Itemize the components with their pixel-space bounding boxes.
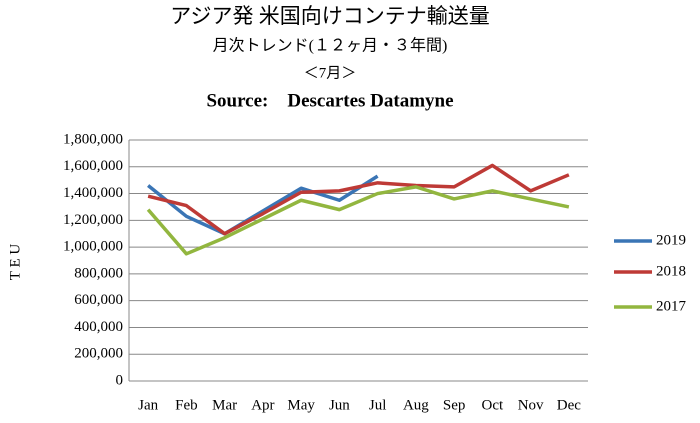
- y-tick-label: 1,600,000: [63, 158, 123, 174]
- line-series: [146, 185, 570, 256]
- y-tick-label: 1,400,000: [63, 185, 123, 201]
- y-tick-label: 800,000: [74, 265, 123, 281]
- y-tick-label: 600,000: [74, 292, 123, 308]
- y-tick-label: 1,200,000: [63, 212, 123, 228]
- y-tick-label: 400,000: [74, 319, 123, 335]
- x-tick-label: Apr: [251, 397, 274, 413]
- y-tick-label: 1,800,000: [63, 131, 123, 147]
- x-tick-label: Aug: [403, 397, 429, 413]
- period: ＜7月＞: [304, 65, 357, 81]
- legend-label: 2019: [656, 232, 686, 248]
- x-tick-label: Mar: [212, 397, 237, 413]
- y-tick-label: 1,000,000: [63, 239, 123, 255]
- legend-label: 2017: [656, 298, 687, 314]
- x-tick-label: Dec: [557, 397, 581, 413]
- x-tick-label: Nov: [518, 397, 544, 413]
- y-tick-label: 200,000: [74, 346, 123, 362]
- line-series: [147, 163, 570, 236]
- legend-label: 2018: [656, 263, 686, 279]
- x-tick-label: May: [287, 397, 315, 413]
- line-series: [147, 174, 379, 236]
- chart-title: アジア発 米国向けコンテナ輸送量: [170, 4, 489, 28]
- x-tick-label: Feb: [175, 397, 198, 413]
- x-tick-label: Sep: [443, 397, 466, 413]
- x-tick-label: Jan: [138, 397, 158, 413]
- y-axis-label: T E U: [7, 244, 23, 281]
- x-tick-label: Oct: [482, 397, 504, 413]
- x-tick-label: Jul: [369, 397, 387, 413]
- source: Source: Descartes Datamyne: [206, 90, 453, 111]
- x-tick-label: Jun: [329, 397, 350, 413]
- chart-subtitle: 月次トレンド(１２ヶ月・３年間): [213, 37, 448, 55]
- y-tick-label: 0: [116, 372, 124, 388]
